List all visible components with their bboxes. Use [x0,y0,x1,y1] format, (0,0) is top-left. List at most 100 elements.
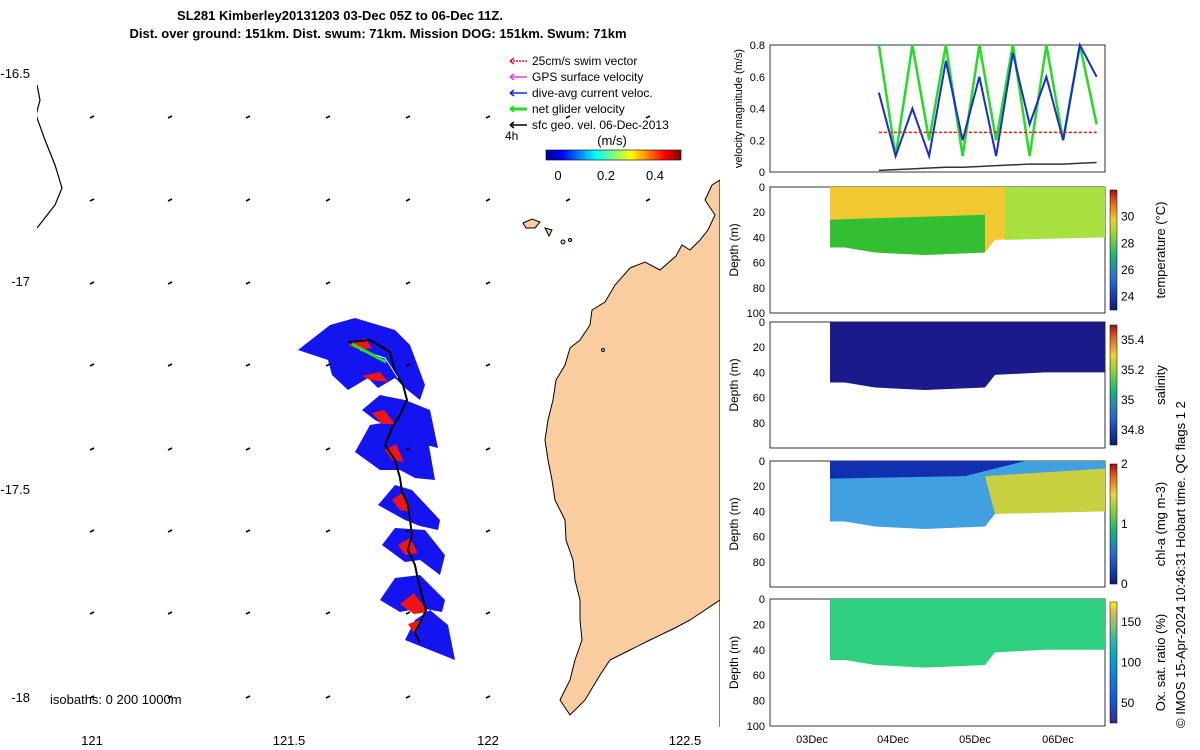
lon-tick-label: 121.5 [273,733,306,748]
map-lon-ticks: 121 121.5 122 122.5 [81,733,701,748]
depth-tick: 20 [753,481,765,493]
colorbar-tick: 35 [1121,393,1135,407]
time-scale-label: 4h [505,129,518,143]
chla-panel: 0 20 40 60 80 Depth (m) 0 1 2 chl-a (mg m-3) [727,456,1168,591]
depth-tick: 60 [753,258,765,270]
geo-velocity-arrow [167,363,173,367]
geo-velocity-arrow [89,115,95,119]
colorbar-tick: 50 [1121,696,1135,710]
depth-tick: 100 [747,721,765,733]
geo-velocity-arrow [245,695,251,699]
lat-tick-label: -18 [11,690,30,705]
geo-velocity-arrow [485,115,491,119]
geo-velocity-arrow [245,281,251,285]
legend-label: GPS surface velocity [532,70,643,84]
legend-arrowhead [509,73,515,81]
geo-velocity-arrow [565,115,571,119]
velocity-y-tick: 0 [759,167,765,179]
geo-velocity-arrow [485,363,491,367]
map-legend: 25cm/s swim vector GPS surface velocity di… [509,54,669,132]
profile-colorbar [1109,324,1118,446]
lat-tick-label: -17.5 [0,482,30,497]
date-tick: 04Dec [877,734,909,746]
colorbar-tick: 35.2 [1121,363,1145,377]
australia-land [544,179,720,727]
geo-velocity-arrow [485,198,491,202]
isobaths-label: isobaths: 0 200 1000m [50,692,182,707]
geo-velocity-arrow [325,447,331,451]
profile-colorbar [1109,463,1118,585]
geo-velocity-arrow [485,611,491,615]
geo-velocity-arrow [245,529,251,533]
colorbar-tick: 1 [1121,517,1128,531]
geo-velocity-arrow [405,363,411,367]
temperature-panel: 0 20 40 60 80 100 Depth (m) 24 26 28 30 temperature… [727,182,1168,320]
geo-velocity-arrow [325,611,331,615]
geo-velocity-arrow [167,529,173,533]
depth-tick: 80 [753,557,765,569]
lon-tick-label: 122 [477,733,499,748]
geo-velocity-arrow [89,281,95,285]
depth-ylabel: Depth (m) [727,636,741,689]
colorbar-tick: 0 [554,168,561,183]
velocity-series-line [877,41,1098,161]
colorbar-label: (m/s) [597,133,627,148]
depth-tick: 40 [753,232,765,244]
chart-subtitle: Dist. over ground: 151km. Dist. swum: 71… [129,26,627,41]
depth-tick: 60 [753,532,765,544]
colorbar-tick: 0.4 [646,168,664,183]
depth-tick: 40 [753,506,765,518]
velocity-ylabel: velocity magnitude (m/s) [733,49,745,168]
legend-arrowhead [509,89,515,97]
velocity-y-tick: 0.8 [750,40,765,52]
legend-label: dive-avg current veloc. [532,86,653,100]
profile-high-chla [985,468,1105,514]
geo-velocity-arrow [485,529,491,533]
map-panel: -16.5 -17 -17.5 -18 121 121.5 122 122.5 isobat… [0,54,720,748]
west-coast-outline [37,84,63,229]
geo-velocity-arrow [167,198,173,202]
velocity-panel: 0 0.2 0.4 0.6 0.8 velocity magnitude (m/s) [733,40,1106,179]
geo-velocity-arrow [405,281,411,285]
geo-velocity-arrow [645,115,651,119]
profile-cool-layer [830,214,985,256]
geo-velocity-arrows [89,115,651,699]
date-tick: 05Dec [959,734,991,746]
map-lat-ticks: -16.5 -17 -17.5 -18 [0,66,30,705]
profile-mixed-layer [1005,187,1105,240]
legend-label: net glider velocity [532,102,625,116]
islands [522,218,605,352]
colorbar-tick: 30 [1121,210,1135,224]
depth-tick: 0 [759,182,765,194]
colorbar-tick: 24 [1121,290,1135,304]
depth-tick: 0 [759,317,765,329]
colorbar-tick: 26 [1121,263,1135,277]
geo-velocity-arrow [325,529,331,533]
depth-ylabel: Depth (m) [727,358,741,411]
colorbar-title: salinity [1153,365,1168,405]
geo-velocity-arrow [485,695,491,699]
geo-velocity-arrow [405,529,411,533]
geo-velocity-arrow [245,447,251,451]
geo-velocity-arrow [405,115,411,119]
colorbar-ticks: 0 0.2 0.4 [554,168,664,183]
depth-tick: 40 [753,645,765,657]
depth-tick: 20 [753,207,765,219]
colorbar-tick: 100 [1121,656,1141,670]
velocity-y-tick: 0.6 [750,72,765,84]
profile-colorbar [1109,189,1118,311]
geo-velocity-arrow [167,115,173,119]
geo-velocity-arrow [89,363,95,367]
speed-colorbar [545,149,682,161]
colorbar-title: Ox. sat. ratio (%) [1153,614,1168,712]
profile-low-chla [830,461,1025,479]
depth-ylabel: Depth (m) [727,223,741,276]
legend-label: sfc geo. vel. 06-Dec-2013 [532,118,669,132]
geo-velocity-arrow [167,695,173,699]
geo-velocity-arrow [325,695,331,699]
geo-velocity-arrow [245,115,251,119]
geo-velocity-arrow [485,447,491,451]
oxygen-panel: 0 20 40 60 80 100 Depth (m) 50 100 150 Ox. sat. ra… [727,594,1168,733]
depth-tick: 100 [747,308,765,320]
